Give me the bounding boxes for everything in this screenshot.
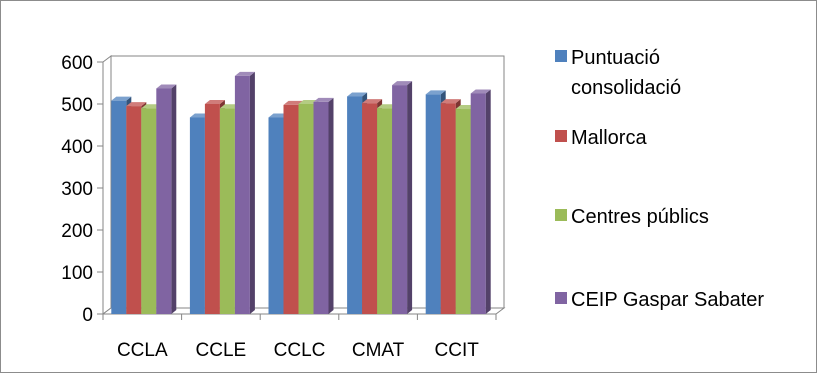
bar-top	[470, 89, 491, 94]
bar-side	[328, 97, 334, 315]
x-tick-label: CCIT	[435, 340, 480, 361]
bar-top	[156, 84, 177, 89]
bar-top	[392, 81, 413, 86]
legend-label: CEIP Gaspar Sabater	[571, 289, 764, 311]
y-tick-label: 100	[61, 263, 93, 284]
bar-front	[141, 108, 157, 314]
bar-front	[156, 88, 172, 315]
bar-front	[377, 108, 393, 314]
y-tick-label: 500	[61, 95, 93, 116]
bar-front	[204, 104, 220, 314]
bar-top	[234, 71, 255, 76]
bar-side	[407, 81, 413, 314]
legend-item: CEIP Gaspar Sabater	[555, 289, 764, 311]
legend-label: Puntuació consolidació	[571, 47, 681, 99]
bar-top	[425, 90, 446, 95]
legend-label: Centres públics	[571, 206, 709, 228]
x-tick-label: CCLA	[117, 340, 168, 361]
bars	[111, 71, 491, 315]
bar	[156, 84, 177, 315]
bar-front	[234, 75, 250, 314]
legend-item: Mallorca	[555, 127, 647, 149]
bar	[234, 71, 255, 314]
bar-front	[470, 93, 486, 314]
x-tick-label: CMAT	[352, 340, 405, 361]
bar-top	[111, 96, 132, 101]
legend-swatch	[555, 130, 567, 142]
bar-front	[298, 104, 314, 314]
bar-top	[362, 99, 383, 104]
bar-front	[268, 117, 284, 314]
bar-front	[283, 104, 299, 314]
bar-top	[313, 97, 334, 102]
legend-label: Mallorca	[571, 127, 647, 149]
bar-front	[111, 100, 127, 314]
bar-front	[362, 103, 378, 314]
x-axis-ticks: CCLA CCLE CCLC CMAT CCIT	[102, 314, 497, 361]
bar	[313, 97, 334, 315]
bar-side	[249, 71, 255, 314]
bar-front	[425, 94, 441, 314]
legend-swatch	[555, 292, 567, 304]
bar-top	[204, 100, 225, 104]
y-tick-label: 0	[82, 305, 93, 326]
legend-swatch	[555, 209, 567, 221]
bar-top	[347, 92, 368, 97]
bar-front	[126, 106, 142, 314]
bar-side	[485, 89, 491, 314]
bar-front	[219, 108, 235, 314]
bar-top	[283, 100, 304, 105]
y-tick-label: 200	[61, 221, 93, 242]
bar-front	[189, 117, 205, 314]
bar	[392, 81, 413, 314]
bar-side	[171, 84, 177, 315]
bar-front	[347, 96, 363, 314]
y-tick-label: 300	[61, 179, 93, 200]
legend-swatch	[555, 50, 567, 62]
legend: Puntuació consolidació Mallorca Centres púb…	[555, 47, 764, 311]
y-tick-label: 600	[61, 53, 93, 74]
legend-item: Centres públics	[555, 206, 709, 228]
bar-top	[440, 99, 461, 104]
y-tick-label: 400	[61, 137, 93, 158]
bar-front	[392, 85, 408, 314]
bar-front	[455, 109, 471, 314]
y-axis-ticks: 0 100 200 300 400 500 600	[61, 53, 104, 326]
legend-item: Puntuació consolidació	[555, 47, 681, 99]
x-tick-label: CCLE	[196, 340, 247, 361]
bar	[470, 89, 491, 314]
side-wall	[102, 55, 112, 315]
bar-top	[126, 102, 147, 107]
bar-front	[313, 101, 329, 315]
bar-front	[440, 103, 456, 314]
x-tick-label: CCLC	[274, 340, 326, 361]
